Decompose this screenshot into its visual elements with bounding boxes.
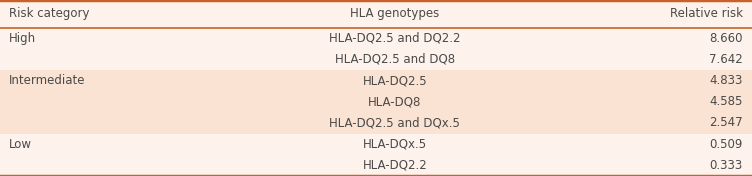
Text: Relative risk: Relative risk — [670, 7, 743, 20]
Text: HLA-DQ8: HLA-DQ8 — [368, 95, 421, 108]
Bar — [0, 91, 752, 112]
Text: 4.833: 4.833 — [710, 74, 743, 87]
Bar — [0, 112, 752, 134]
Text: Intermediate: Intermediate — [9, 74, 86, 87]
Text: HLA-DQ2.2: HLA-DQ2.2 — [362, 159, 427, 172]
Text: 7.642: 7.642 — [709, 53, 743, 66]
Text: HLA-DQ2.5 and DQ8: HLA-DQ2.5 and DQ8 — [335, 53, 455, 66]
Text: HLA-DQ2.5 and DQx.5: HLA-DQ2.5 and DQx.5 — [329, 117, 460, 130]
Text: Low: Low — [9, 138, 32, 151]
Text: HLA-DQ2.5 and DQ2.2: HLA-DQ2.5 and DQ2.2 — [329, 32, 460, 45]
Text: 4.585: 4.585 — [710, 95, 743, 108]
Text: 2.547: 2.547 — [709, 117, 743, 130]
Text: 0.333: 0.333 — [710, 159, 743, 172]
Text: High: High — [9, 32, 36, 45]
Text: HLA genotypes: HLA genotypes — [350, 7, 439, 20]
Text: 8.660: 8.660 — [709, 32, 743, 45]
Bar — [0, 70, 752, 91]
Text: HLA-DQ2.5: HLA-DQ2.5 — [362, 74, 427, 87]
Text: HLA-DQx.5: HLA-DQx.5 — [362, 138, 427, 151]
Text: 0.509: 0.509 — [710, 138, 743, 151]
Text: Risk category: Risk category — [9, 7, 89, 20]
